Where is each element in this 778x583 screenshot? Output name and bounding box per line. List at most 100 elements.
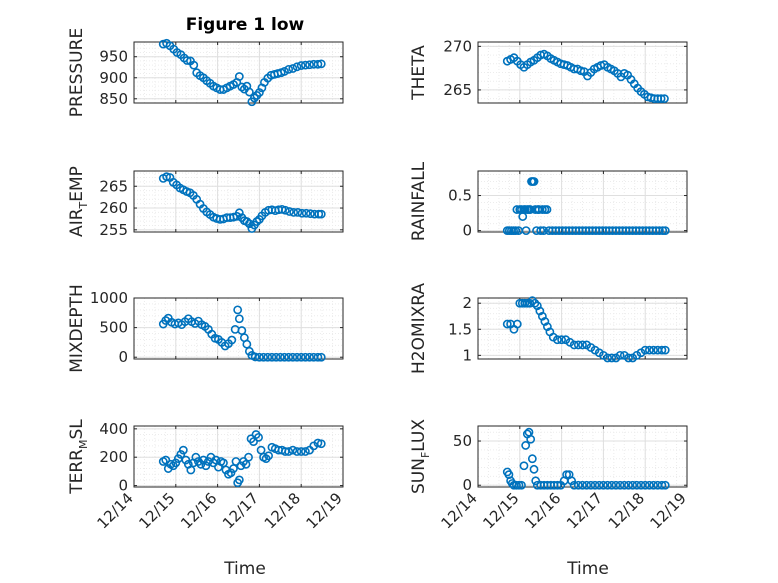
y-tick-label: 1.5 xyxy=(448,320,472,338)
data-point xyxy=(594,480,604,490)
axes-frame xyxy=(133,297,344,360)
data-point xyxy=(284,447,294,456)
data-point xyxy=(234,475,244,485)
data-point xyxy=(292,352,302,362)
data-point xyxy=(242,339,252,349)
y-axis-label-subscript: M xyxy=(77,440,90,450)
y-tick-label: 0 xyxy=(462,476,472,494)
y-tick-label: 50 xyxy=(453,432,472,450)
data-point xyxy=(526,434,536,444)
data-point xyxy=(660,345,670,355)
data-point xyxy=(284,64,294,74)
data-series xyxy=(502,49,669,104)
data-point xyxy=(582,480,592,490)
data-point xyxy=(296,352,306,362)
y-tick-label: 850 xyxy=(99,90,128,108)
y-axis-label-tail: EMP xyxy=(67,166,87,202)
data-point xyxy=(254,352,264,362)
data-point xyxy=(657,345,667,355)
data-point xyxy=(285,207,294,216)
y-axis-label-main: MIXDEPTH xyxy=(67,284,87,373)
data-point xyxy=(252,217,262,226)
x-tick-label: 12/14 xyxy=(438,489,481,532)
x-tick-label: 12/14 xyxy=(94,489,137,532)
y-tick-label: 0.5 xyxy=(448,187,472,205)
data-point xyxy=(250,352,260,362)
y-tick-label: 0 xyxy=(462,222,472,240)
data-point xyxy=(578,340,587,350)
y-tick-label: 255 xyxy=(99,221,128,239)
y-tick-label: 900 xyxy=(99,69,128,87)
y-axis-label-tail: LUX xyxy=(409,419,429,452)
data-series xyxy=(158,305,326,362)
data-point xyxy=(529,464,539,474)
data-point xyxy=(259,352,268,362)
data-series xyxy=(158,172,326,233)
data-series xyxy=(502,296,670,363)
x-axis-label-right: Time xyxy=(566,559,609,579)
axes-frame xyxy=(477,425,688,488)
data-point xyxy=(636,480,646,490)
data-point xyxy=(313,352,323,362)
x-tick-label: 12/15 xyxy=(479,489,522,532)
data-point xyxy=(611,480,621,490)
data-point xyxy=(305,209,315,219)
data-point xyxy=(234,208,244,218)
y-axis-label-tail: SL xyxy=(67,419,87,440)
data-point xyxy=(511,226,521,235)
data-point xyxy=(292,447,302,456)
subplot-grid: 850 900 950 PRESSURE 265 270 THETA 255 260 265 AIR… xyxy=(67,28,690,533)
data-point xyxy=(655,226,664,235)
data-point xyxy=(178,445,188,455)
data-point xyxy=(161,455,171,465)
data-point xyxy=(233,305,243,315)
y-tick-label: 500 xyxy=(99,319,128,337)
data-point xyxy=(567,476,577,486)
data-point xyxy=(284,352,294,362)
axes-frame xyxy=(133,170,344,233)
data-point xyxy=(161,316,171,325)
data-point xyxy=(603,353,612,363)
data-point xyxy=(615,350,625,360)
data-point xyxy=(263,352,273,362)
data-point xyxy=(227,335,237,345)
data-point xyxy=(242,217,252,226)
y-tick-label: 950 xyxy=(99,48,128,66)
data-point xyxy=(305,60,314,70)
x-tick-label: 12/17 xyxy=(219,489,262,532)
data-point xyxy=(237,82,247,92)
data-point xyxy=(254,88,264,97)
y-axis-label: RAINFALL xyxy=(409,161,429,241)
data-point xyxy=(300,352,310,362)
data-point xyxy=(657,480,667,490)
y-tick-label: 1 xyxy=(462,346,472,364)
subplot-theta: 265 270 THETA xyxy=(409,37,688,104)
data-point xyxy=(573,340,583,350)
data-point xyxy=(660,480,670,490)
data-point xyxy=(519,461,529,471)
data-point xyxy=(590,480,600,490)
y-axis-label: PRESSURE xyxy=(67,28,87,117)
data-point xyxy=(607,480,617,490)
data-point xyxy=(607,353,617,363)
data-point xyxy=(296,447,306,456)
data-point xyxy=(300,60,310,70)
x-axis-label-left: Time xyxy=(223,559,266,579)
y-tick-label: 0 xyxy=(118,348,128,366)
data-point xyxy=(280,352,289,362)
data-point xyxy=(301,208,311,218)
y-axis-label: H2OMIXRA xyxy=(409,283,429,374)
data-point xyxy=(599,480,608,490)
y-tick-label: 2 xyxy=(462,294,472,312)
data-point xyxy=(292,62,302,72)
data-point xyxy=(189,60,199,70)
y-axis-label: AIRTEMP xyxy=(67,166,90,237)
minor-grid xyxy=(477,42,688,103)
y-tick-label: 0 xyxy=(118,477,128,495)
data-point xyxy=(275,352,285,362)
y-axis-label: SUNFLUX xyxy=(409,419,432,494)
